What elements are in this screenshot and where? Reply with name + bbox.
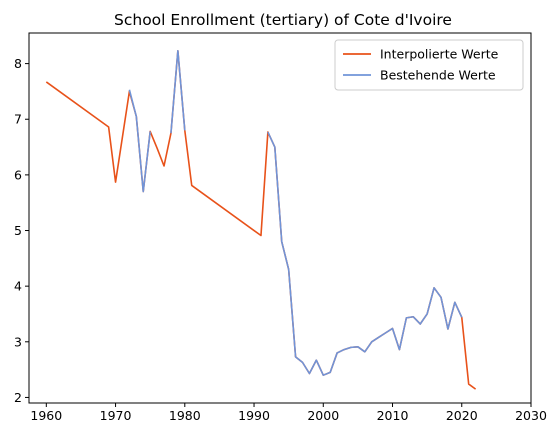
x-tick-label: 2030 [515, 408, 547, 423]
legend-label: Interpolierte Werte [380, 47, 499, 62]
series-line-existing [170, 49, 186, 134]
y-tick-label: 5 [14, 223, 22, 238]
legend-label: Bestehende Werte [380, 68, 496, 83]
series-line-existing [128, 89, 151, 193]
y-tick-label: 8 [14, 56, 22, 71]
y-tick-label: 2 [14, 390, 22, 405]
x-tick-label: 1990 [238, 408, 270, 423]
y-tick-label: 6 [14, 167, 22, 182]
x-tick-label: 2020 [446, 408, 478, 423]
y-tick-label: 7 [14, 112, 22, 127]
x-tick-label: 1960 [30, 408, 62, 423]
y-tick-label: 4 [14, 279, 22, 294]
x-tick-label: 2010 [377, 408, 409, 423]
plot-area [45, 49, 477, 390]
x-tick-label: 1970 [100, 408, 132, 423]
series-line-existing [267, 131, 463, 376]
legend-box [334, 39, 524, 91]
x-tick-label: 1980 [169, 408, 201, 423]
y-axis: 2 3 4 5 6 7 8 [14, 56, 29, 405]
x-axis: 1960 1970 1980 1990 2000 2010 2020 2030 [30, 403, 547, 423]
axes-frame [28, 32, 532, 404]
y-tick-label: 3 [14, 334, 22, 349]
legend: Interpolierte Werte Bestehende Werte [334, 39, 524, 91]
x-tick-label: 2000 [307, 408, 339, 423]
chart-title: School Enrollment (tertiary) of Cote d'I… [114, 11, 452, 29]
series-line-interpolated [45, 49, 477, 390]
